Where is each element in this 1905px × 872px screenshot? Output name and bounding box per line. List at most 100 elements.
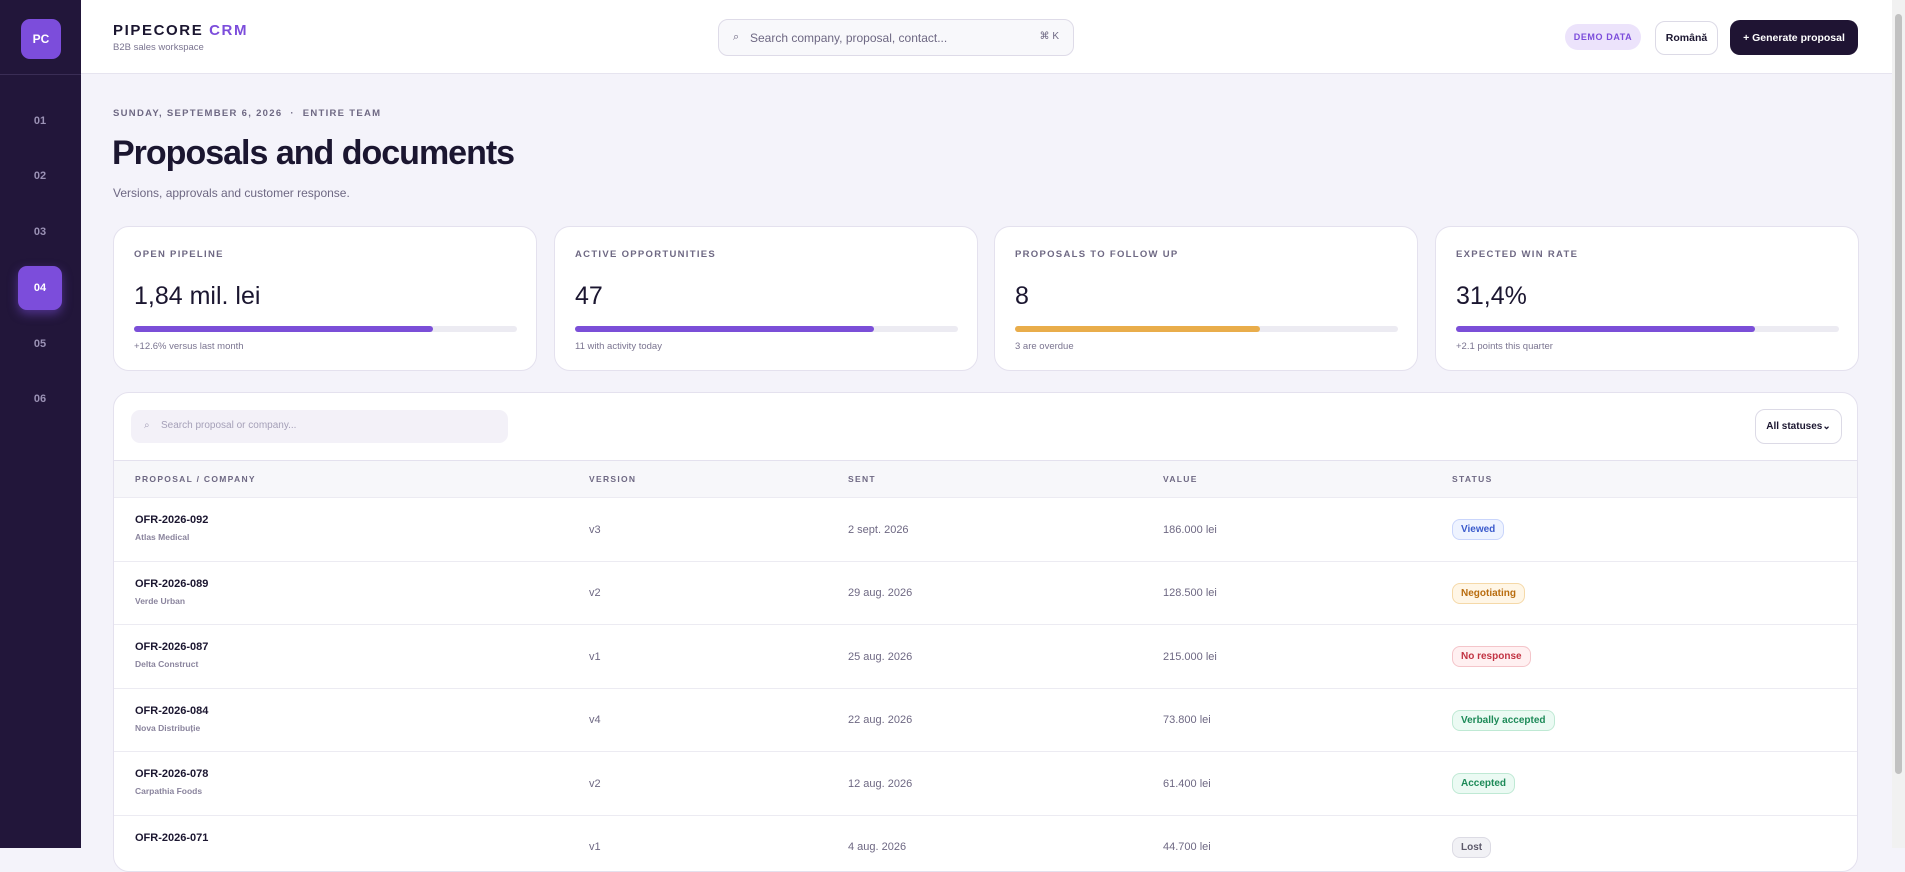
proposal-id: OFR-2026-087 [135, 641, 208, 653]
scope: ENTIRE TEAM [303, 108, 382, 119]
proposal-id: OFR-2026-078 [135, 768, 208, 780]
brand-name: PIPECORE [113, 22, 203, 39]
version: v1 [589, 625, 601, 688]
kpi-value: 47 [575, 282, 603, 311]
column-header: VALUE [1163, 474, 1198, 484]
search-placeholder: Search company, proposal, contact... [750, 31, 947, 45]
kpi-note: 11 with activity today [575, 341, 662, 352]
kpi-note: +12.6% versus last month [134, 341, 244, 352]
date: SUNDAY, SEPTEMBER 6, 2026 [113, 108, 282, 119]
logo[interactable]: PC [21, 19, 61, 59]
scrollbar-thumb[interactable] [1895, 14, 1902, 774]
sent-date: 29 aug. 2026 [848, 562, 912, 625]
table-row[interactable]: OFR-2026-084 Nova Distribuție v4 22 aug. 20… [114, 688, 1858, 751]
proposal-cell: OFR-2026-078 Carpathia Foods [135, 768, 208, 796]
status-cell: Viewed [1452, 498, 1504, 561]
page: PC 01 02 03 04 05 06 PIPECORE CRM B2B sales w… [0, 0, 1905, 848]
progress-track [1015, 326, 1398, 332]
brand-accent: CRM [209, 22, 248, 39]
proposal-cell: OFR-2026-087 Delta Construct [135, 641, 208, 669]
page-subtitle: Versions, approvals and customer respons… [113, 186, 350, 200]
kpi-label: EXPECTED WIN RATE [1456, 249, 1578, 260]
version: v2 [589, 562, 601, 625]
version: v3 [589, 498, 601, 561]
status-cell: Accepted [1452, 752, 1515, 815]
value: 186.000 lei [1163, 498, 1217, 561]
value: 44.700 lei [1163, 816, 1211, 872]
status-filter[interactable]: All statuses⌄ [1755, 409, 1842, 444]
kpi-value: 31,4% [1456, 282, 1527, 311]
status-badge: Verbally accepted [1452, 710, 1555, 731]
date-line: SUNDAY, SEPTEMBER 6, 2026 · ENTIRE TEAM [113, 108, 381, 119]
kpi-label: PROPOSALS TO FOLLOW UP [1015, 249, 1179, 260]
demo-badge: DEMO DATA [1565, 24, 1641, 50]
proposal-id: OFR-2026-071 [135, 832, 208, 844]
kpi-note: 3 are overdue [1015, 341, 1074, 352]
page-title: Proposals and documents [112, 134, 514, 173]
nav-item[interactable]: 01 [18, 99, 62, 143]
value: 73.800 lei [1163, 689, 1211, 752]
language-button[interactable]: Română [1655, 21, 1718, 55]
progress-bar [1456, 326, 1755, 332]
search-icon: ⌕ [144, 420, 150, 431]
company: Delta Construct [135, 659, 208, 669]
sidebar: PC 01 02 03 04 05 06 [0, 0, 81, 848]
divider [0, 74, 81, 75]
status-badge: Viewed [1452, 519, 1504, 540]
company: Nova Distribuție [135, 723, 208, 733]
kpi-value: 8 [1015, 282, 1029, 311]
proposal-id: OFR-2026-089 [135, 578, 208, 590]
brand: PIPECORE CRM [113, 22, 248, 39]
nav-item[interactable]: 05 [18, 322, 62, 366]
kpi-card: PROPOSALS TO FOLLOW UP 8 3 are overdue [994, 226, 1418, 371]
proposal-id: OFR-2026-084 [135, 705, 208, 717]
version: v2 [589, 752, 601, 815]
column-header: VERSION [589, 474, 636, 484]
status-cell: Negotiating [1452, 562, 1525, 625]
status-cell: No response [1452, 625, 1531, 688]
kpi-label: ACTIVE OPPORTUNITIES [575, 249, 716, 260]
kpi-card: ACTIVE OPPORTUNITIES 47 11 with activity t… [554, 226, 978, 371]
status-badge: Lost [1452, 837, 1491, 858]
table-search[interactable]: ⌕ Search proposal or company... [131, 410, 508, 443]
table-row[interactable]: OFR-2026-087 Delta Construct v1 25 aug. 202… [114, 624, 1858, 687]
value: 61.400 lei [1163, 752, 1211, 815]
status-badge: Accepted [1452, 773, 1515, 794]
progress-bar [1015, 326, 1260, 332]
version: v1 [589, 816, 601, 872]
global-search[interactable]: ⌕ Search company, proposal, contact... ⌘… [718, 19, 1074, 56]
sent-date: 22 aug. 2026 [848, 689, 912, 752]
generate-button[interactable]: + Generate proposal [1730, 20, 1858, 55]
sent-date: 2 sept. 2026 [848, 498, 909, 561]
company: Carpathia Foods [135, 786, 208, 796]
sent-date: 12 aug. 2026 [848, 752, 912, 815]
sent-date: 25 aug. 2026 [848, 625, 912, 688]
nav-item[interactable]: 04 [18, 266, 62, 310]
header: PIPECORE CRM B2B sales workspace ⌕ Searc… [81, 0, 1892, 74]
version: v4 [589, 689, 601, 752]
progress-bar [575, 326, 874, 332]
shortcut: ⌘ K [1040, 31, 1059, 42]
value: 128.500 lei [1163, 562, 1217, 625]
kpi-value: 1,84 mil. lei [134, 282, 260, 311]
status-badge: No response [1452, 646, 1531, 667]
progress-track [1456, 326, 1839, 332]
nav-item[interactable]: 02 [18, 154, 62, 198]
separator: · [290, 108, 294, 119]
status-cell: Lost [1452, 816, 1491, 872]
table-card: ⌕ Search proposal or company... All stat… [113, 392, 1858, 872]
status-cell: Verbally accepted [1452, 689, 1555, 752]
nav-item[interactable]: 03 [18, 210, 62, 254]
filter-label: All statuses [1766, 421, 1822, 432]
nav-item[interactable]: 06 [18, 377, 62, 421]
table-row[interactable]: OFR-2026-078 Carpathia Foods v2 12 aug. 202… [114, 751, 1858, 814]
progress-bar [134, 326, 433, 332]
